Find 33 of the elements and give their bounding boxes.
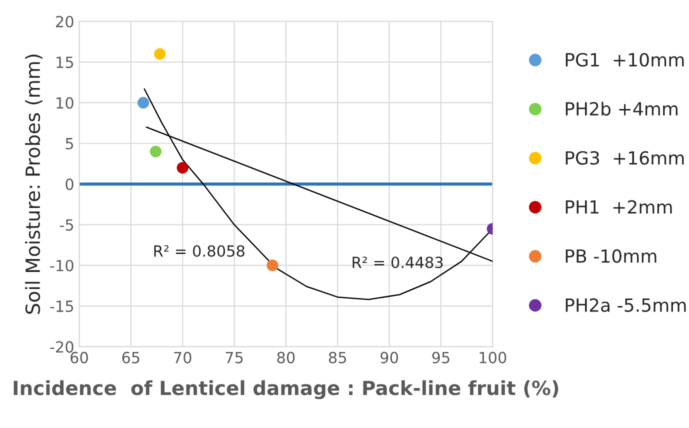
y-tick-label: 20 [56, 16, 74, 28]
x-tick-label: 95 [432, 352, 450, 364]
legend-label: PH1 +2mm [566, 200, 672, 214]
y-tick-label: -10 [50, 260, 74, 272]
y-tick-label: 15 [56, 56, 74, 68]
x-tick-label: 75 [226, 352, 243, 364]
x-tick-label: 65 [122, 352, 140, 364]
point [138, 96, 150, 109]
point [266, 260, 278, 272]
y-tick-label: -15 [50, 300, 74, 312]
legend-label: PB -10mm [566, 249, 656, 263]
y-tick-label: -5 [60, 219, 74, 231]
y-tick-label: -20 [50, 341, 74, 353]
y-tick-label: 5 [66, 138, 74, 150]
x-tick-label: 85 [328, 352, 346, 364]
y-tick-label: 10 [56, 97, 74, 109]
x-tick-label: 90 [380, 352, 398, 364]
x-axis-title: Incidence of Lenticel damage : Pack-line fruit (%) [14, 380, 558, 400]
y-axis-title: Soil Moisture: Probes (mm) [25, 54, 42, 314]
annotation: R² = 0.8058 [154, 245, 244, 257]
x-tick-label: 80 [277, 352, 295, 364]
legend-label: PG1 +10mm [566, 52, 684, 67]
y-tick-label: 0 [66, 178, 74, 190]
annotation: R² = 0.4483 [352, 256, 443, 268]
x-tick-label: 70 [174, 352, 192, 364]
legend-label: PH2b +4mm [566, 102, 678, 116]
legend-label: PG3 +16mm [566, 151, 684, 165]
point [154, 48, 166, 60]
x-tick-label: 60 [70, 352, 88, 364]
point [150, 146, 162, 158]
point [176, 162, 188, 174]
legend-label: PH2a -5.5mm [566, 298, 686, 312]
x-tick-label: 100 [480, 352, 506, 364]
